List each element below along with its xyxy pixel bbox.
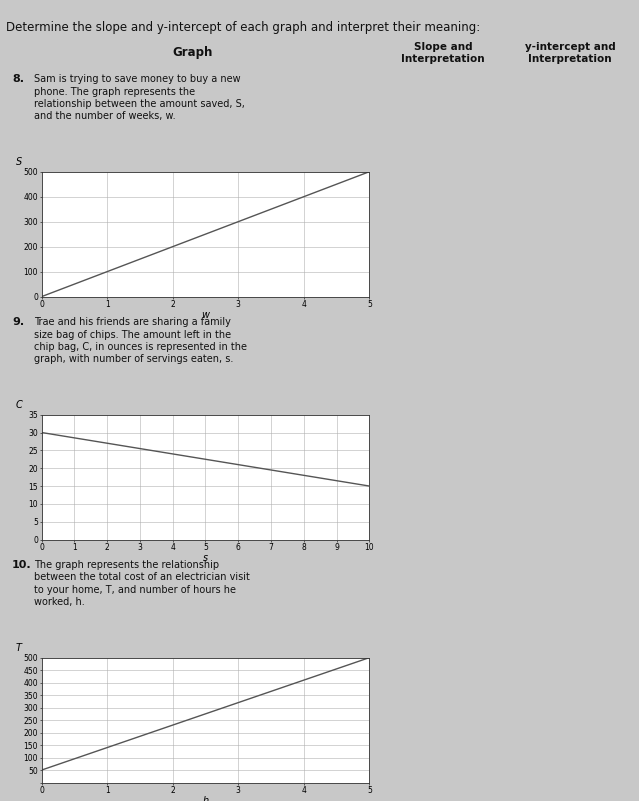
Text: Trae and his friends are sharing a family
size bag of chips. The amount left in : Trae and his friends are sharing a famil… [35,317,247,364]
X-axis label: h: h [203,796,208,801]
X-axis label: w: w [201,311,210,320]
Text: Graph: Graph [173,46,213,59]
Y-axis label: T: T [15,642,22,653]
Text: 8.: 8. [12,74,24,84]
X-axis label: s: s [203,553,208,563]
Text: y-intercept and
Interpretation: y-intercept and Interpretation [525,42,615,63]
Y-axis label: C: C [15,400,22,409]
Text: Determine the slope and y-intercept of each graph and interpret their meaning:: Determine the slope and y-intercept of e… [6,21,481,34]
Text: 10.: 10. [12,560,31,570]
Text: The graph represents the relationship
between the total cost of an electrician v: The graph represents the relationship be… [35,560,250,607]
Text: Sam is trying to save money to buy a new
phone. The graph represents the
relatio: Sam is trying to save money to buy a new… [35,74,245,122]
Y-axis label: S: S [15,157,22,167]
Text: 9.: 9. [12,317,24,327]
Text: Slope and
Interpretation: Slope and Interpretation [401,42,485,63]
